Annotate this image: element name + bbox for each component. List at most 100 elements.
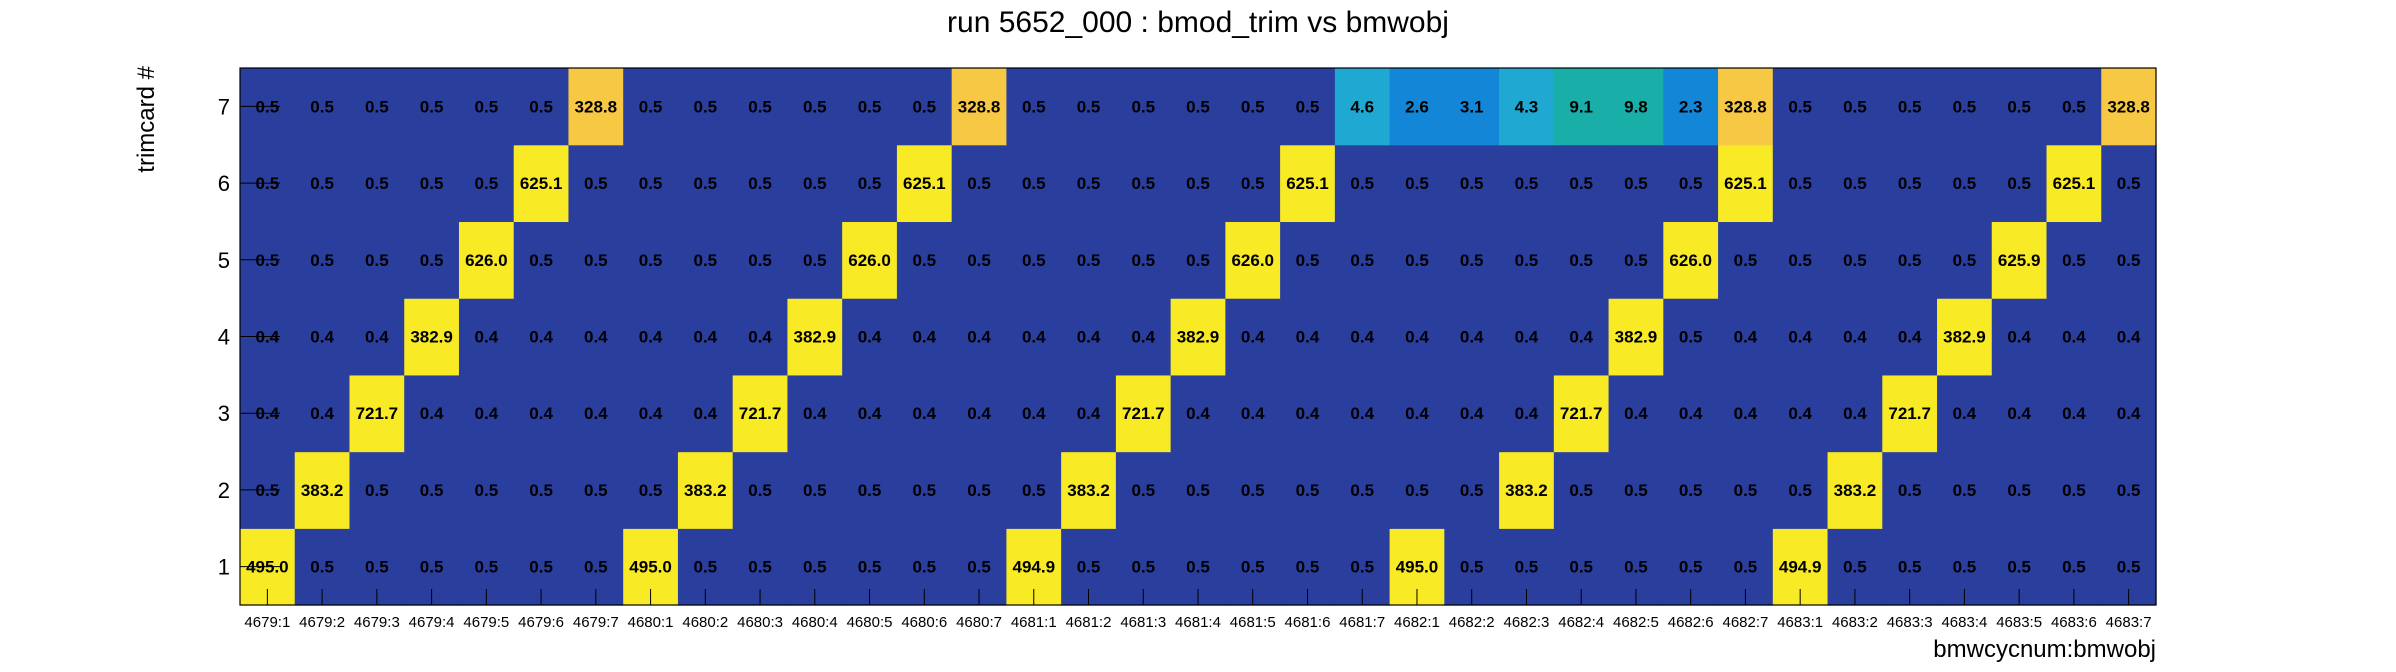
cell-value-label: 0.5 (1898, 97, 1922, 116)
heatmap-cell (1827, 68, 1883, 146)
heatmap-cell (1991, 374, 2048, 453)
heatmap-cell (842, 374, 898, 453)
cell-value-label: 0.5 (1186, 174, 1210, 193)
cell-value-label: 0.5 (639, 481, 663, 500)
cell-value-label: 0.5 (1734, 558, 1758, 577)
cell-value-label: 0.5 (1898, 558, 1922, 577)
cell-value-label: 0.5 (420, 481, 444, 500)
heatmap-cell (1115, 144, 1172, 223)
cell-value-label: 328.8 (958, 97, 1001, 116)
heatmap-cell (1389, 144, 1445, 223)
heatmap-cell (1608, 298, 1664, 376)
cell-value-label: 0.5 (475, 481, 499, 500)
cell-value-label: 0.5 (475, 558, 499, 577)
x-tick-label: 4683:5 (1996, 614, 2042, 631)
heatmap-cell (1663, 68, 1719, 146)
heatmap-cell (458, 68, 515, 146)
y-tick-label: 5 (218, 248, 230, 273)
cell-value-label: 328.8 (2107, 97, 2150, 116)
x-tick-label: 4679:5 (463, 614, 509, 631)
heatmap-cell (404, 68, 460, 146)
cell-value-label: 0.4 (1460, 328, 1484, 347)
cell-value-label: 0.5 (803, 558, 827, 577)
cell-value-label: 0.5 (1186, 97, 1210, 116)
heatmap-cell (1444, 221, 1500, 299)
cell-value-label: 0.4 (1515, 404, 1539, 423)
heatmap-cell (623, 68, 679, 146)
heatmap-cell (1389, 221, 1445, 299)
x-tick-label: 4683:6 (2051, 614, 2097, 631)
heatmap-cell (787, 68, 843, 146)
cell-value-label: 0.5 (2062, 97, 2086, 116)
cell-value-label: 626.0 (1231, 251, 1274, 270)
cell-value-label: 0.4 (365, 328, 389, 347)
cell-value-label: 0.5 (1350, 251, 1374, 270)
heatmap-cell (294, 451, 351, 529)
cell-value-label: 721.7 (739, 404, 782, 423)
x-tick-label: 4682:3 (1504, 614, 1550, 631)
heatmap-cell (513, 144, 570, 223)
cell-value-label: 494.9 (1012, 558, 1055, 577)
heatmap-cell (951, 144, 1007, 223)
cell-value-label: 0.5 (1186, 481, 1210, 500)
cell-value-label: 0.4 (1460, 404, 1484, 423)
cell-value-label: 0.5 (1624, 558, 1648, 577)
heatmap-cell (1334, 68, 1391, 146)
x-tick-label: 4683:1 (1777, 614, 1823, 631)
heatmap-cell (1608, 221, 1664, 299)
heatmap-cell (1553, 68, 1610, 146)
heatmap-cell (896, 144, 953, 223)
cell-value-label: 0.4 (1296, 404, 1320, 423)
x-axis-title: bmwcycnum:bmwobj (1933, 636, 2156, 663)
heatmap-cell (2046, 451, 2102, 529)
cell-value-label: 721.7 (1560, 404, 1603, 423)
cell-value-label: 0.5 (2117, 558, 2141, 577)
cell-value-label: 0.5 (693, 251, 717, 270)
x-tick-label: 4683:3 (1887, 614, 1933, 631)
x-tick-label: 4680:6 (901, 614, 947, 631)
heatmap-cell (951, 221, 1007, 299)
heatmap-cell (294, 374, 351, 453)
cell-value-label: 0.5 (475, 174, 499, 193)
cell-value-label: 0.5 (912, 251, 936, 270)
heatmap-cell (1882, 298, 1938, 376)
heatmap-cell (1170, 221, 1226, 299)
x-axis-ticks: 4679:1 4679:2 4679:3 4679:4 4679:5 4679:6 4679… (244, 589, 2152, 631)
cell-value-label: 0.4 (1405, 404, 1429, 423)
cell-value-label: 0.5 (2007, 481, 2031, 500)
heatmap-cell (1170, 298, 1226, 376)
heatmap-cell (1663, 374, 1719, 453)
heatmap-cell (1444, 451, 1500, 529)
cell-value-label: 0.5 (1296, 251, 1320, 270)
cell-value-label: 0.5 (529, 251, 553, 270)
heatmap-cell (404, 451, 460, 529)
heatmap-cell (2046, 298, 2102, 376)
cell-value-label: 0.5 (584, 251, 608, 270)
heatmap-cell (1553, 144, 1610, 223)
cell-value-label: 0.4 (967, 404, 991, 423)
heatmap-cell (568, 298, 624, 376)
cell-value-label: 495.0 (1396, 558, 1439, 577)
cell-value-label: 0.5 (858, 481, 882, 500)
heatmap-cell (1499, 144, 1555, 223)
cell-value-label: 0.5 (1131, 97, 1155, 116)
heatmap-cell (404, 221, 460, 299)
heatmap-cell (1006, 374, 1062, 453)
heatmap-cell (1553, 451, 1610, 529)
cell-value-label: 9.1 (1569, 97, 1593, 116)
cell-value-label: 0.4 (967, 328, 991, 347)
cell-value-label: 0.5 (748, 97, 772, 116)
heatmap-cell (568, 451, 624, 529)
cell-value-label: 0.5 (1624, 251, 1648, 270)
heatmap-cell (1499, 221, 1555, 299)
y-tick-label: 3 (218, 401, 230, 426)
heatmap-cell (1991, 451, 2048, 529)
heatmap-cell (951, 451, 1007, 529)
heatmap-cell (1061, 298, 1117, 376)
cell-value-label: 0.5 (2117, 174, 2141, 193)
cell-value-label: 0.5 (365, 97, 389, 116)
heatmap-cell (1499, 451, 1555, 529)
x-tick-label: 4680:5 (847, 614, 893, 631)
heatmap-cell (842, 451, 898, 529)
cell-value-label: 0.5 (2007, 174, 2031, 193)
